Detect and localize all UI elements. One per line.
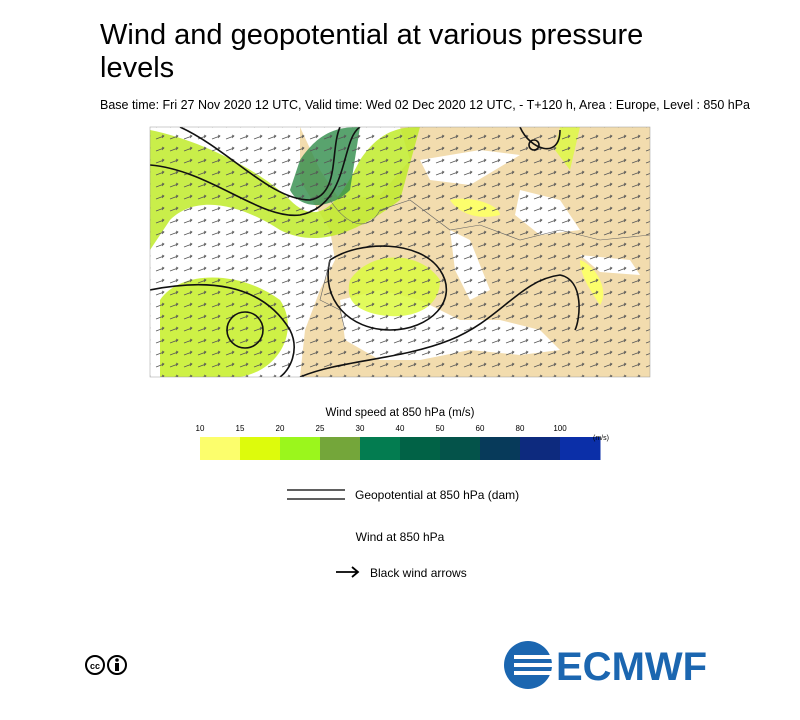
colorbar-tick-label: 50 [436,424,445,433]
wind-arrows-label: Black wind arrows [370,566,467,580]
colorbar-tick-label: 20 [276,424,285,433]
ecmwf-logo: ECMWF [504,641,707,689]
colorbar-tick-label: 10 [196,424,205,433]
colorbar-segment [280,437,321,460]
colorbar-segment [320,437,361,460]
colorbar-segment [440,437,481,460]
colorbar-segment [200,437,241,460]
colorbar-tick-label: 60 [476,424,485,433]
colorbar-segment [480,437,521,460]
colorbar-tick-label: 100 [553,424,567,433]
logo-text: ECMWF [556,645,707,689]
map [150,127,650,377]
colorbar-unit: (m/s) [593,435,609,442]
colorbar-title: Wind speed at 850 hPa (m/s) [326,407,475,419]
colorbar-segment [360,437,401,460]
colorbar-segment [400,437,441,460]
colorbar-segment [560,437,601,460]
colorbar: 10 15 20 25 30 40 50 60 80 100 (m/s) [196,424,609,460]
colorbar-tick-label: 40 [396,424,405,433]
colorbar-tick-label: 25 [316,424,325,433]
subtitle: Base time: Fri 27 Nov 2020 12 UTC, Valid… [100,98,750,112]
colorbar-tick-label: 80 [516,424,525,433]
svg-text:cc: cc [90,661,100,671]
wind-arrow-icon [336,566,360,578]
geopotential-label: Geopotential at 850 hPa (dam) [355,488,519,502]
colorbar-segment [240,437,281,460]
cc-icon: cc [85,655,127,675]
colorbar-segment [520,437,561,460]
title-line2: levels [100,52,174,84]
map-frame [149,126,651,378]
title-line1: Wind and geopotential at various pressur… [100,19,643,51]
title: Wind and geopotential at various pressur… [100,19,643,51]
wind-title: Wind at 850 hPa [356,530,445,544]
colorbar-tick-label: 15 [236,424,245,433]
colorbar-tick-label: 30 [356,424,365,433]
